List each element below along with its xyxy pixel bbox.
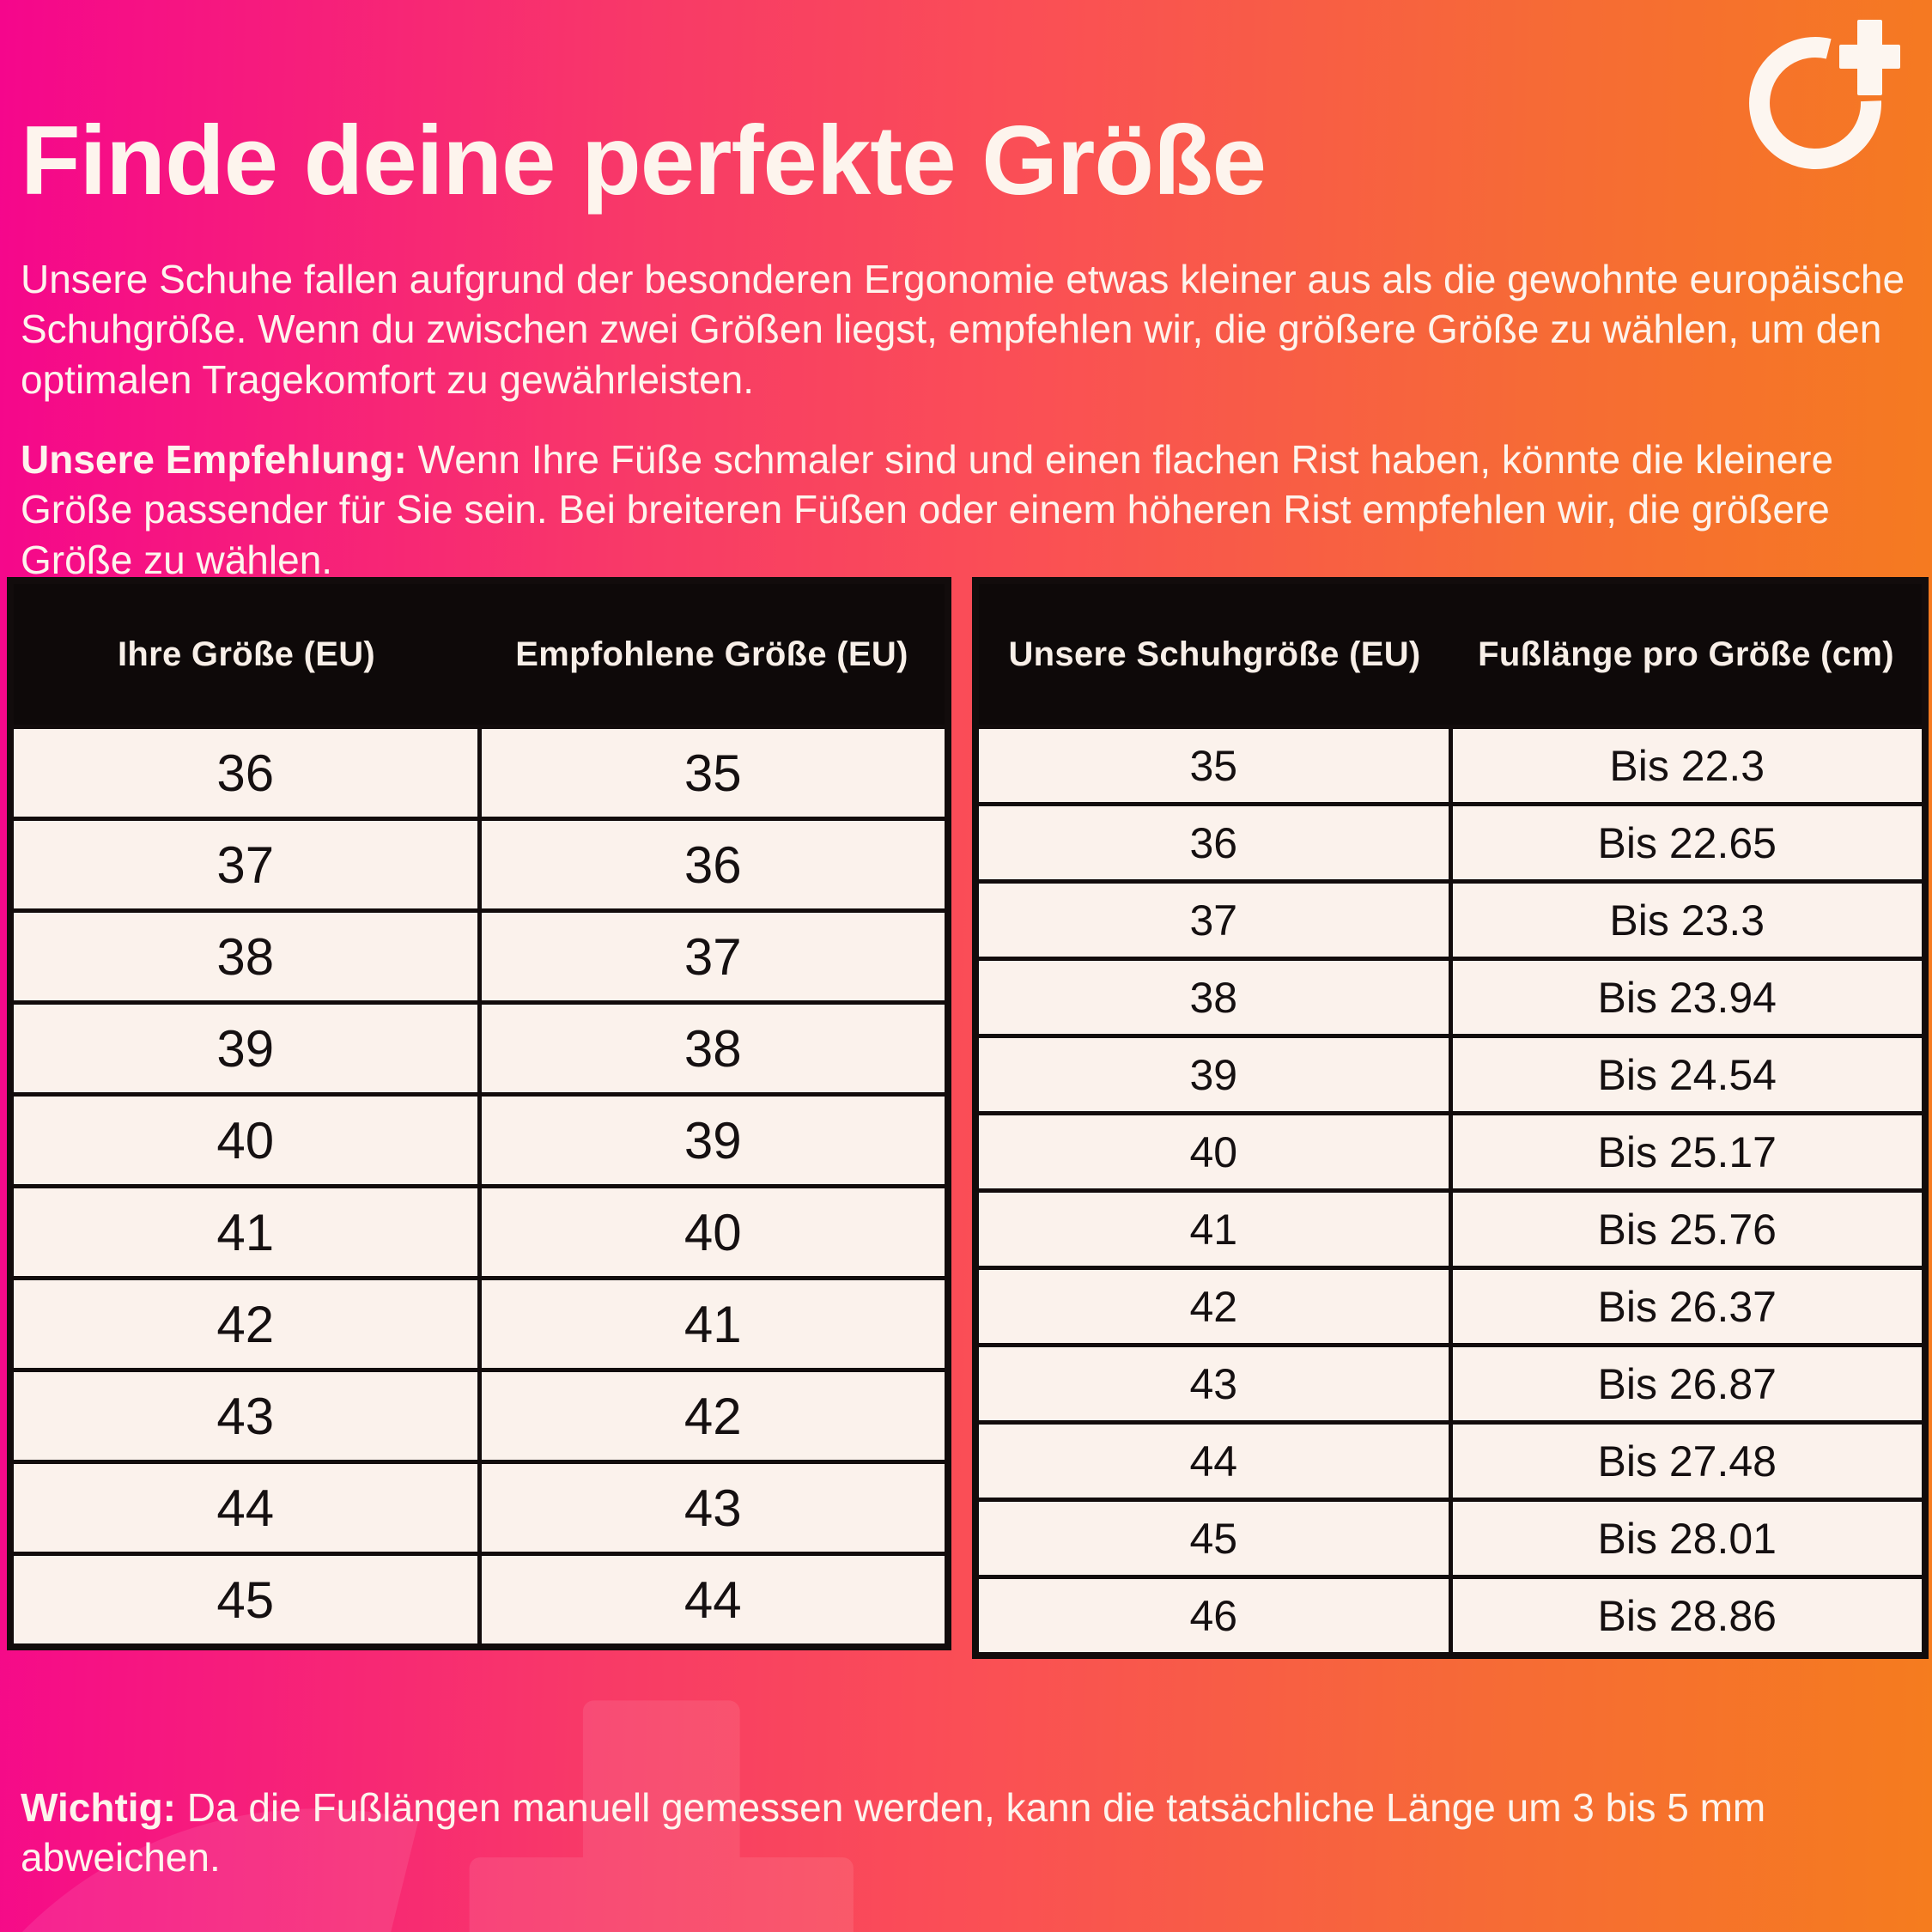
table-row: 38 Bis 23.94 <box>973 957 1928 1038</box>
note-text: Wichtig: Da die Fußlängen manuell gemess… <box>21 1783 1888 1883</box>
table-cell: 38 <box>477 1000 951 1097</box>
table-cell: 37 <box>973 879 1453 961</box>
table-cell: 39 <box>973 1034 1453 1115</box>
table-cell: 42 <box>8 1276 482 1372</box>
recommendation-body: Wenn Ihre Füße schmaler sind und einen f… <box>21 437 1834 582</box>
column-header-shoe-size: Unsere Schuhgröße (EU) <box>975 580 1450 727</box>
table-row: 40 Bis 25.17 <box>973 1111 1928 1193</box>
table-row: 39 38 <box>8 1000 951 1097</box>
table-cell: 39 <box>477 1092 951 1188</box>
column-header-your-size: Ihre Größe (EU) <box>10 580 479 727</box>
table-row: 36 35 <box>8 725 951 821</box>
table-row: 41 Bis 25.76 <box>973 1188 1928 1270</box>
note-label: Wichtig: <box>21 1785 176 1830</box>
table-cell: 44 <box>973 1420 1453 1502</box>
table-cell: 39 <box>8 1000 482 1097</box>
table-cell: 38 <box>973 957 1453 1038</box>
table-row: 41 40 <box>8 1184 951 1280</box>
table-cell: 43 <box>477 1460 951 1556</box>
table-cell: 44 <box>8 1460 482 1556</box>
table-cell: Bis 28.86 <box>1448 1575 1928 1658</box>
table-row: 39 Bis 24.54 <box>973 1034 1928 1115</box>
table-cell: 42 <box>477 1368 951 1464</box>
table-row: 43 Bis 26.87 <box>973 1343 1928 1425</box>
size-conversion-table: Ihre Größe (EU) Empfohlene Größe (EU) 36… <box>7 577 951 1650</box>
table-cell: 37 <box>477 908 951 1005</box>
table-cell: Bis 25.17 <box>1448 1111 1928 1193</box>
table-cell: 38 <box>8 908 482 1005</box>
table-row: 37 Bis 23.3 <box>973 879 1928 961</box>
table-cell: Bis 23.3 <box>1448 879 1928 961</box>
table-cell: 40 <box>973 1111 1453 1193</box>
table-row: 38 37 <box>8 908 951 1005</box>
table-cell: Bis 27.48 <box>1448 1420 1928 1502</box>
recommendation-label: Unsere Empfehlung: <box>21 437 407 482</box>
table-header-row: Ihre Größe (EU) Empfohlene Größe (EU) <box>10 580 948 727</box>
table-cell: Bis 24.54 <box>1448 1034 1928 1115</box>
table-row: 35 Bis 22.3 <box>973 725 1928 806</box>
table-cell: 45 <box>8 1552 482 1649</box>
table-row: 42 Bis 26.37 <box>973 1266 1928 1347</box>
table-cell: 36 <box>973 802 1453 884</box>
table-cell: 36 <box>477 817 951 913</box>
table-row: 44 Bis 27.48 <box>973 1420 1928 1502</box>
recommendation-text: Unsere Empfehlung: Wenn Ihre Füße schmal… <box>21 434 1920 585</box>
intro-text: Unsere Schuhe fallen aufgrund der besond… <box>21 257 1905 402</box>
table-cell: 41 <box>973 1188 1453 1270</box>
table-cell: 43 <box>8 1368 482 1464</box>
table-row: 45 Bis 28.01 <box>973 1498 1928 1579</box>
table-cell: 44 <box>477 1552 951 1649</box>
table-cell: 35 <box>477 725 951 821</box>
table-cell: 42 <box>973 1266 1453 1347</box>
table-row: 42 41 <box>8 1276 951 1372</box>
table-cell: Bis 23.94 <box>1448 957 1928 1038</box>
table-cell: Bis 25.76 <box>1448 1188 1928 1270</box>
table-cell: Bis 28.01 <box>1448 1498 1928 1579</box>
page-title: Finde deine perfekte Größe <box>21 106 1267 216</box>
table-header-row: Unsere Schuhgröße (EU) Fußlänge pro Größ… <box>975 580 1925 727</box>
column-header-foot-length: Fußlänge pro Größe (cm) <box>1450 580 1925 727</box>
table-cell: 46 <box>973 1575 1453 1658</box>
table-row: 36 Bis 22.65 <box>973 802 1928 884</box>
table-cell: Bis 26.37 <box>1448 1266 1928 1347</box>
column-header-recommended-size: Empfohlene Größe (EU) <box>479 580 948 727</box>
brand-circle-plus-icon <box>1749 20 1900 169</box>
table-cell: Bis 26.87 <box>1448 1343 1928 1425</box>
table-cell: 37 <box>8 817 482 913</box>
note-body: Da die Fußlängen manuell gemessen werden… <box>21 1785 1766 1880</box>
table-cell: Bis 22.65 <box>1448 802 1928 884</box>
table-cell: 35 <box>973 725 1453 806</box>
table-cell: 43 <box>973 1343 1453 1425</box>
table-cell: 40 <box>8 1092 482 1188</box>
table-row: 37 36 <box>8 817 951 913</box>
table-row: 46 Bis 28.86 <box>973 1575 1928 1658</box>
table-cell: 41 <box>477 1276 951 1372</box>
foot-length-table: Unsere Schuhgröße (EU) Fußlänge pro Größ… <box>972 577 1929 1659</box>
table-cell: 36 <box>8 725 482 821</box>
table-cell: Bis 22.3 <box>1448 725 1928 806</box>
table-row: 40 39 <box>8 1092 951 1188</box>
table-row: 43 42 <box>8 1368 951 1464</box>
table-row: 45 44 <box>8 1552 951 1649</box>
table-cell: 40 <box>477 1184 951 1280</box>
table-row: 44 43 <box>8 1460 951 1556</box>
table-cell: 45 <box>973 1498 1453 1579</box>
table-cell: 41 <box>8 1184 482 1280</box>
